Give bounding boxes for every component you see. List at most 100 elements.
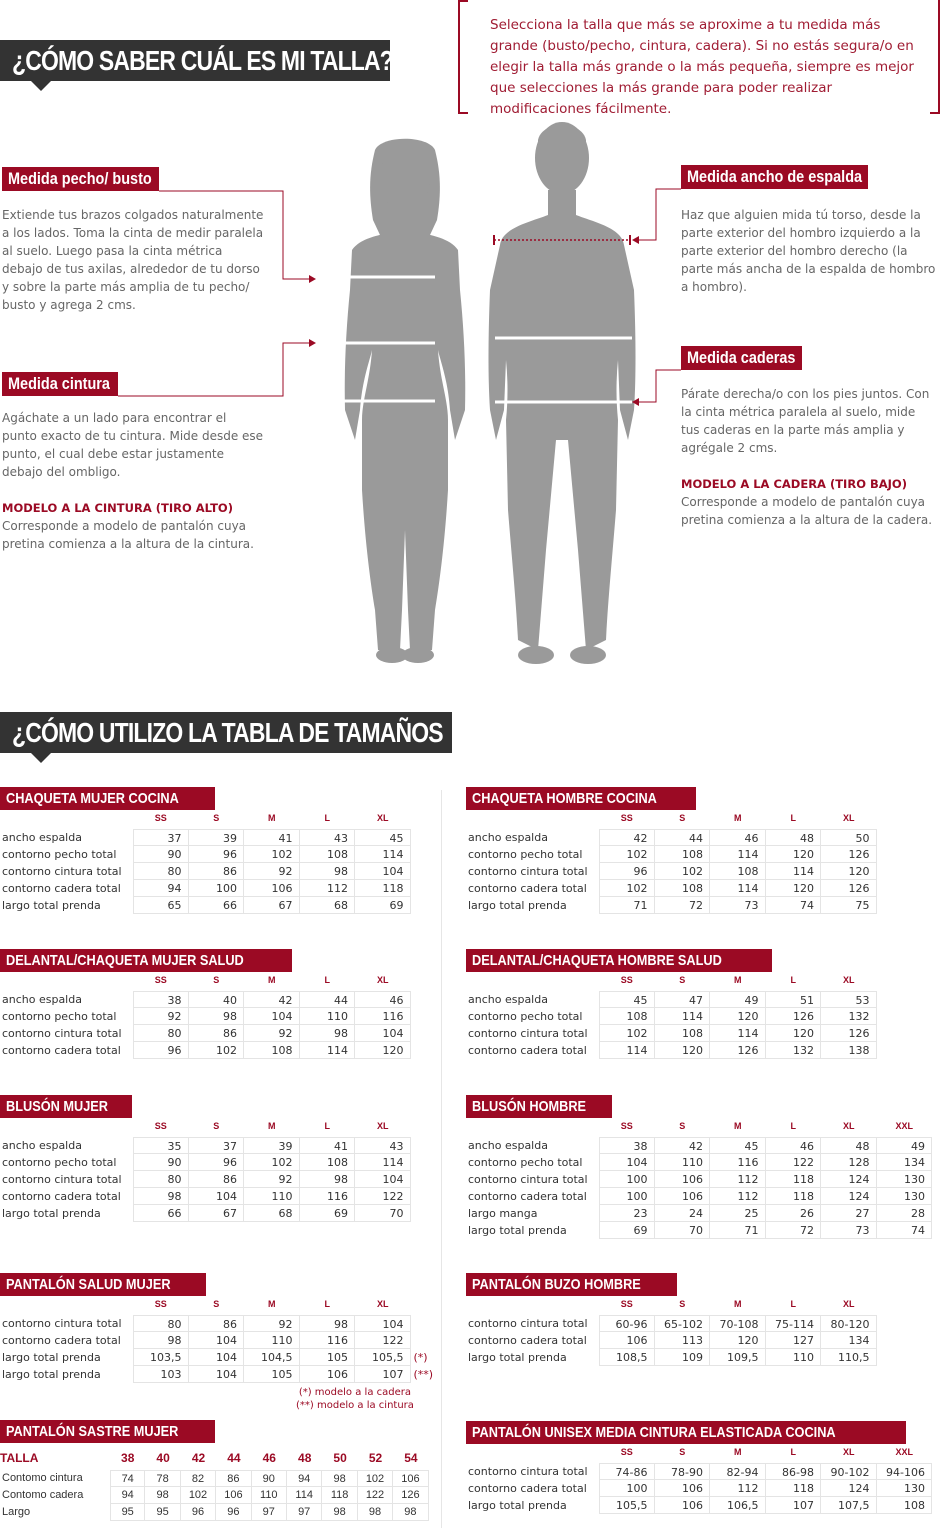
table-cell: 124 [821,1188,877,1205]
size-header: XL [842,975,855,985]
table-title: BLUSÓN HOMBRE [466,1095,613,1118]
text-cintura: Agáchate a un lado para encontrar el pun… [2,411,264,479]
table-cell: 80 [133,863,189,880]
table-cell: 78 [145,1470,181,1487]
row-label: contorno cadera total [468,882,587,895]
table-cell: 42 [599,829,655,846]
table-cell: 72 [654,897,710,914]
table-cell: 90-102 [821,1463,877,1480]
table-cell: 120 [765,1025,821,1042]
table-cell: 47 [654,991,710,1008]
table-cell: 114 [654,1008,710,1025]
table-cell: 26 [765,1205,821,1222]
row-label: contorno cadera total [468,1482,587,1495]
table-cell: 41 [299,1137,355,1154]
table-cell: 24 [654,1205,710,1222]
table-cell: 116 [710,1154,766,1171]
table-cell: 104,5 [244,1349,300,1366]
table-cell: 86 [188,1315,244,1332]
row-label: contorno cadera total [468,1044,587,1057]
table-cell: 106 [654,1171,710,1188]
table-cell: 71 [710,1222,766,1239]
table-cell: 66 [133,1205,189,1222]
table-cell: 118 [765,1480,821,1497]
table-title-text: PANTALÓN SALUD MUJER [6,1276,171,1293]
size-header: 50 [333,1451,347,1465]
table-cell: 96 [599,863,655,880]
table-cell: 126 [710,1042,766,1059]
table-cell: 122 [357,1487,394,1504]
table-cell: 120 [821,863,877,880]
row-label: contorno cintura total [2,865,122,878]
table-cell: 86-98 [765,1463,821,1480]
table-cell: 65 [133,897,189,914]
table-cell: 108 [299,1154,355,1171]
size-header: XXL [895,1447,913,1457]
size-header: XL [842,1121,855,1131]
table-cell: 94 [287,1470,323,1487]
size-header: 52 [368,1451,383,1465]
size-header: L [790,975,797,985]
table-title-text: PANTALÓN UNISEX MEDIA CINTURA ELASTICADA… [472,1424,836,1441]
table-cell: 114 [765,863,821,880]
table-cell: 110,5 [821,1349,877,1366]
row-label: contorno pecho total [468,1010,583,1023]
table-cell: 37 [133,829,189,846]
size-header: M [734,975,742,985]
table-cell: 106,5 [710,1497,766,1514]
size-header: XL [376,1299,389,1309]
row-label: contorno pecho total [2,848,117,861]
table-cell: 108,5 [599,1349,655,1366]
table-cell: 45 [710,1137,766,1154]
row-label: contorno cadera total [2,1044,121,1057]
table-cell: 124 [821,1171,877,1188]
row-label: contorno pecho total [2,1010,117,1023]
page-title: ¿CÓMO SABER CUÁL ES MI TALLA? [0,40,394,81]
table-cell: 97 [287,1504,323,1521]
table-cell: 114 [355,1154,411,1171]
size-header: M [268,1121,276,1131]
column-divider [441,790,442,1528]
table-cell: 96 [133,1042,189,1059]
table-cell: 122 [765,1154,821,1171]
table-cell: 28 [876,1205,932,1222]
label-caderas: Medida caderas [681,346,802,370]
table-cell: 65-102 [654,1315,710,1332]
table-cell: 75-114 [765,1315,821,1332]
table-cell: 45 [355,829,411,846]
table-title-text: PANTALÓN SASTRE MUJER [6,1423,179,1440]
size-header: SS [154,1121,167,1131]
table-cell: 97 [251,1504,287,1521]
row-label: ancho espalda [468,831,548,844]
size-header: SS [154,813,167,823]
table-cell: 43 [355,1137,411,1154]
table-cell: 94-106 [876,1463,932,1480]
table-cell: 86 [188,1171,244,1188]
table-cell: 78-90 [654,1463,710,1480]
table-cell: 122 [355,1332,411,1349]
size-header: S [213,1121,220,1131]
label-pecho: Medida pecho/ busto [2,167,159,191]
table-title: PANTALÓN UNISEX MEDIA CINTURA ELASTICADA… [466,1421,906,1444]
table-cell: 108 [710,863,766,880]
table-cell: 74 [876,1222,932,1239]
size-header: L [324,813,331,823]
table-cell: 114 [710,846,766,863]
table-cell: 102 [599,880,655,897]
table-cell: 105 [244,1366,300,1383]
table-cell: 67 [188,1205,244,1222]
size-header: XL [376,975,389,985]
table-cell: 108 [299,846,355,863]
size-header: XL [842,813,855,823]
table-cell: 46 [765,1137,821,1154]
table-cell: 112 [710,1480,766,1497]
body-figures [315,122,636,664]
table-cell: 45 [599,991,655,1008]
woman-figure [344,138,466,663]
size-header: 38 [121,1451,135,1465]
table-cell: 110 [251,1487,287,1504]
row-label: Contomo cadera [2,1489,84,1501]
table-cell: 112 [299,880,355,897]
size-header: S [679,813,686,823]
table-cell: 114 [299,1042,355,1059]
